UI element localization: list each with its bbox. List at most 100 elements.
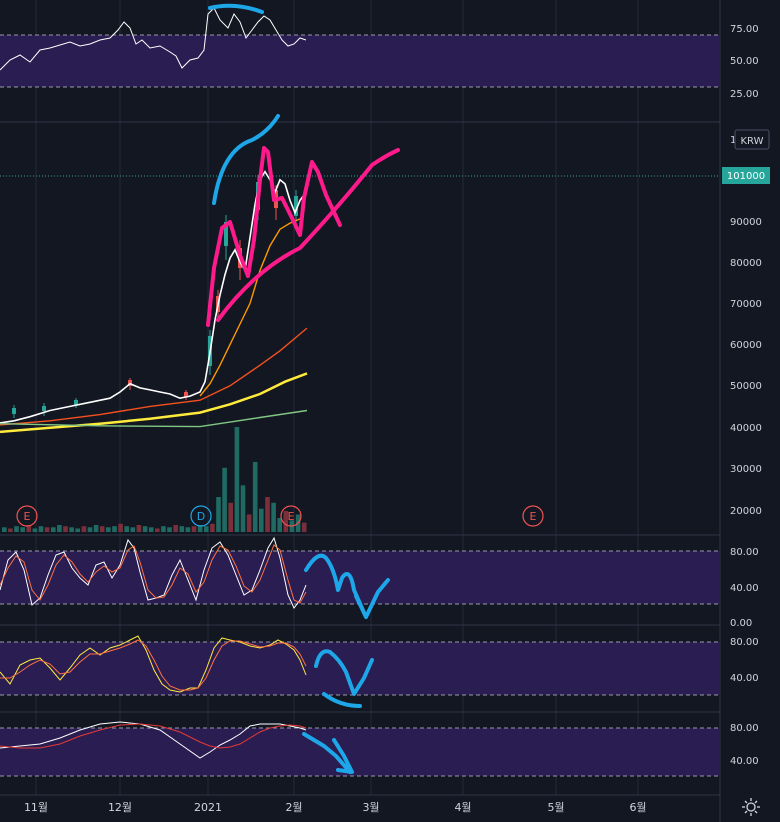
volume-bar [2, 527, 7, 532]
volume-bar [191, 526, 197, 532]
moving-average-line-1 [199, 218, 301, 397]
volume-bar [222, 467, 227, 532]
volume-bar [51, 527, 56, 532]
currency-badge[interactable]: KRW [734, 129, 770, 150]
stoch3-b-line [0, 723, 307, 749]
tick-label: 80.00 [730, 637, 759, 648]
volume-bar [197, 525, 203, 532]
volume-bar [26, 525, 32, 532]
volume-bar [228, 502, 233, 532]
volume-bar [99, 526, 105, 532]
svg-text:KRW: KRW [741, 136, 764, 147]
tick-label: 80.00 [730, 547, 759, 558]
volume-bar [277, 518, 282, 532]
pane-separators [0, 121, 720, 796]
blue-arc-price [212, 114, 280, 205]
event-marker-d[interactable]: D [190, 505, 212, 527]
volume-bar [75, 528, 80, 532]
volume-bar [167, 527, 172, 532]
pink-zigzag [206, 146, 342, 327]
event-marker-e2[interactable]: E [280, 505, 302, 527]
event-marker-e3[interactable]: E [522, 505, 544, 527]
volume-bar [259, 508, 264, 532]
tick-label: 40000 [730, 423, 762, 434]
svg-text:101000: 101000 [727, 171, 765, 182]
volume-bar [161, 526, 166, 532]
volume-bar [283, 511, 289, 532]
volume-bar [44, 527, 50, 532]
volume-bar [20, 527, 25, 532]
x-tick-label: 12월 [108, 801, 132, 814]
tick-label: 0.00 [730, 618, 752, 629]
tick-label: 50.00 [730, 56, 759, 67]
stoch3-axis: 80.00 40.00 [730, 723, 759, 767]
volume-bar [8, 528, 13, 532]
last-price-badge: 101000 [722, 167, 770, 184]
event-marker-e1[interactable]: E [16, 505, 38, 527]
volume-bar [216, 497, 221, 532]
volume-bar [118, 523, 123, 532]
x-tick-label: 4월 [454, 801, 471, 814]
volume-bar [246, 514, 252, 532]
volume-bar [204, 526, 209, 532]
svg-text:E: E [288, 510, 295, 523]
hand-drawn-annotations [206, 3, 400, 774]
tick-label: 40.00 [730, 673, 759, 684]
moving-average-line-2 [0, 327, 308, 426]
stoch1-band [0, 551, 720, 604]
x-tick-label: 11월 [24, 801, 48, 814]
volume-bar [265, 497, 270, 532]
volume-bar [63, 526, 68, 532]
moving-average-line-4 [0, 409, 308, 428]
volume-bar [179, 526, 185, 532]
svg-text:E: E [24, 510, 31, 523]
volume-bar [87, 527, 93, 532]
tick-label: 90000 [730, 217, 762, 228]
volume-bar [57, 525, 62, 532]
pink-trendline [216, 148, 400, 322]
tick-label: 80.00 [730, 723, 759, 734]
volume-bar [130, 527, 136, 532]
volume-bar [93, 525, 99, 532]
tick-label: 30000 [730, 464, 762, 475]
tick-label: 75.00 [730, 24, 759, 35]
top-indicator-band [0, 35, 720, 87]
stoch1-d-line [0, 544, 307, 604]
volume-bar [252, 462, 258, 532]
volume-bar [210, 523, 215, 532]
volume-bar [301, 522, 307, 532]
volume-bar [32, 528, 38, 532]
volume-bar [124, 526, 129, 532]
stoch3-a-line [0, 721, 307, 759]
top-indicator-axis: 75.00 50.00 25.00 [730, 24, 759, 100]
stoch1-axis: 80.00 40.00 0.00 [730, 547, 759, 629]
volume-bar [271, 502, 276, 532]
stoch2-b-line [0, 639, 307, 691]
blue-stroke-top [208, 3, 264, 14]
volume-bar [185, 527, 191, 532]
x-tick-label: 3월 [362, 801, 379, 814]
volume-bar [38, 526, 44, 532]
settings-gear-icon[interactable] [742, 798, 760, 816]
x-tick-label: 2월 [285, 801, 302, 814]
volume-bar [14, 526, 19, 532]
volume-bar [142, 526, 148, 532]
volume-bar [234, 427, 240, 532]
x-tick-label: 2021 [194, 801, 222, 814]
volume-bar [240, 485, 246, 532]
blue-arrow-stoch3 [302, 732, 354, 774]
tick-label: 70000 [730, 299, 762, 310]
svg-text:E: E [530, 510, 537, 523]
volume-bar [173, 525, 178, 532]
vertical-gridlines [35, 0, 639, 795]
tick-label: 1 [730, 135, 736, 146]
x-tick-label: 6월 [629, 801, 646, 814]
price-axis: 1 90000 80000 70000 60000 50000 40000 30… [730, 135, 762, 517]
volume-bar [106, 527, 111, 532]
volume-bar [136, 525, 142, 532]
x-tick-label: 5월 [547, 801, 564, 814]
svg-text:D: D [197, 510, 205, 523]
volume-bar [155, 528, 160, 532]
